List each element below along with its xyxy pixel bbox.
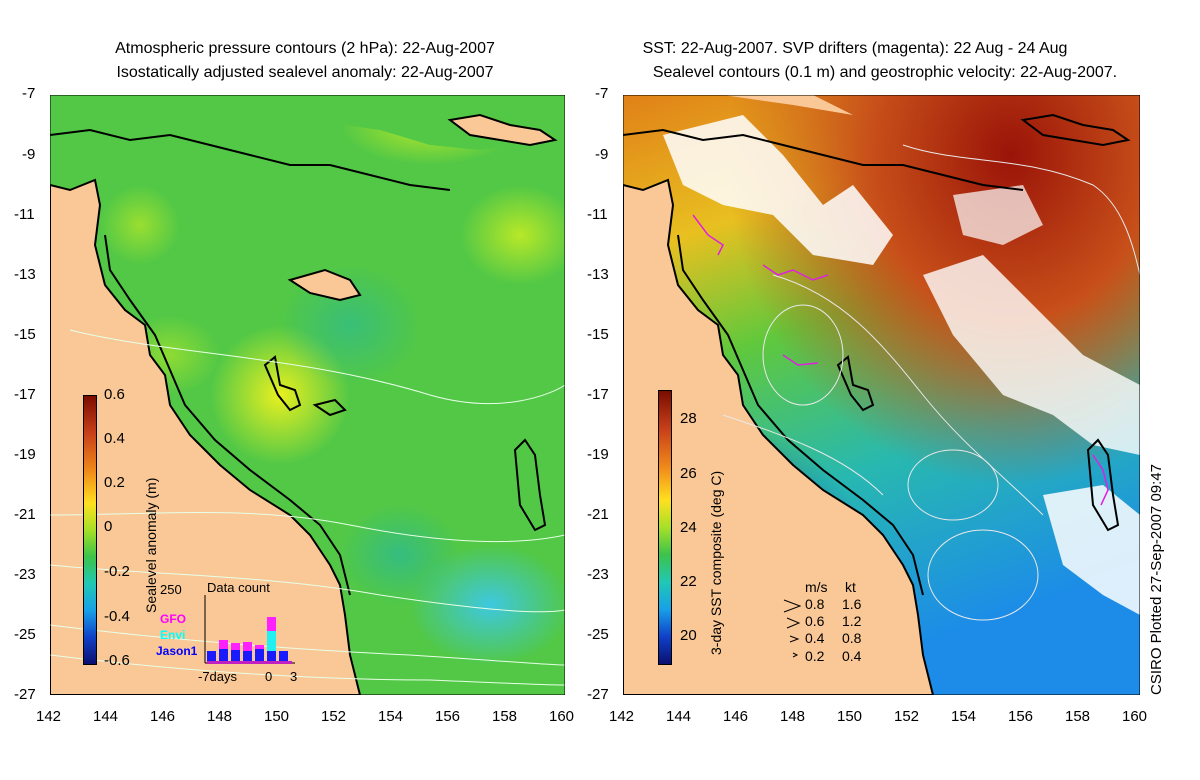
right-title-line2: Sealevel contours (0.1 m) and geostrophi… [652, 64, 1118, 81]
left-lon-tick: 150 [264, 708, 290, 725]
source-gfo: GFO [160, 612, 186, 626]
right-colorbar-label: 3-day SST composite (deg C) [708, 470, 724, 655]
velocity-arrows-icon [783, 599, 802, 658]
right-cb-tick-26: 26 [680, 465, 697, 482]
left-lat-tick: -17 [14, 386, 36, 403]
right-cb-tick-22: 22 [680, 573, 697, 590]
left-cb-tick-6: -0.6 [104, 652, 130, 669]
data-count-xtick-2: 3 [290, 669, 298, 684]
right-lat-tick: -11 [587, 206, 608, 223]
source-jason1: Jason1 [156, 644, 198, 658]
right-lat-tick: -19 [587, 446, 609, 463]
right-lat-tick: -7 [595, 85, 609, 102]
left-lat-tick: -21 [14, 506, 36, 523]
left-lon-tick: 148 [207, 708, 233, 725]
right-lat-tick: -17 [587, 386, 609, 403]
velocity-legend-header-kt: kt [845, 579, 856, 595]
right-cb-tick-28: 28 [680, 410, 697, 427]
left-lon-tick: 160 [549, 708, 575, 725]
left-lat-tick: -23 [14, 566, 36, 583]
velocity-legend-header-ms: m/s [805, 579, 828, 595]
sealevel-anomaly-map [49, 85, 580, 696]
left-lon-tick: 152 [321, 708, 347, 725]
left-lat-tick: -25 [14, 626, 36, 643]
left-cb-tick-0: 0.6 [104, 386, 125, 403]
velocity-legend-ms-1: 0.6 [805, 613, 825, 629]
right-lon-tick: 144 [666, 708, 692, 725]
left-cb-tick-2: 0.2 [104, 474, 125, 491]
left-lat-tick: -9 [22, 146, 36, 163]
velocity-legend-ms-0: 0.8 [805, 596, 825, 612]
velocity-legend-kt-3: 0.4 [842, 648, 862, 664]
left-lon-tick: 158 [492, 708, 518, 725]
right-lon-tick: 146 [723, 708, 749, 725]
left-lat-tick: -15 [14, 326, 36, 343]
right-lat-tick: -25 [587, 626, 609, 643]
left-lon-tick: 154 [378, 708, 404, 725]
source-envi: Envi [160, 628, 186, 642]
right-lon-tick: 158 [1065, 708, 1091, 725]
right-lon-tick: 148 [780, 708, 806, 725]
right-colorbar [658, 390, 672, 665]
right-lon-tick: 150 [837, 708, 863, 725]
velocity-legend-kt-0: 1.6 [842, 596, 862, 612]
data-count-ymax: 250 [160, 582, 182, 597]
left-lon-tick: 146 [150, 708, 176, 725]
data-count-xtick-1: 0 [265, 669, 273, 684]
right-lon-tick: 160 [1122, 708, 1148, 725]
right-lon-tick: 152 [894, 708, 920, 725]
velocity-legend-ms-3: 0.2 [805, 648, 825, 664]
left-cb-tick-1: 0.4 [104, 430, 125, 447]
data-count-xtick-0: -7days [198, 669, 238, 684]
right-lon-tick: 156 [1008, 708, 1034, 725]
left-colorbar-label: Sealevel anomaly (m) [143, 477, 159, 613]
velocity-legend-ms-2: 0.4 [805, 630, 825, 646]
left-cb-tick-3: 0 [104, 518, 113, 535]
left-lat-tick: -7 [22, 85, 36, 102]
left-lat-tick: -27 [14, 686, 36, 703]
right-title-line1: SST: 22-Aug-2007. SVP drifters (magenta)… [642, 40, 1068, 57]
left-colorbar [83, 395, 97, 665]
right-lat-tick: -23 [587, 566, 609, 583]
velocity-legend-kt-2: 0.8 [842, 630, 862, 646]
velocity-legend-kt-1: 1.2 [842, 613, 862, 629]
left-lat-tick: -11 [14, 206, 35, 223]
sst-map [622, 94, 1141, 696]
right-lat-tick: -15 [587, 326, 609, 343]
left-lon-tick: 142 [36, 708, 62, 725]
left-title-line1: Atmospheric pressure contours (2 hPa): 2… [115, 40, 495, 57]
data-count-histogram [203, 595, 298, 665]
left-map [49, 85, 580, 696]
plot-credit: CSIRO Plotted 27-Sep-2007 09:47 [1148, 464, 1165, 695]
left-title-line2: Isostatically adjusted sealevel anomaly:… [116, 64, 494, 81]
data-count-title: Data count [207, 580, 270, 595]
left-cb-tick-4: -0.2 [104, 563, 130, 580]
right-lon-tick: 142 [609, 708, 635, 725]
left-lat-tick: -19 [14, 446, 36, 463]
right-lat-tick: -21 [587, 506, 609, 523]
left-lon-tick: 144 [93, 708, 119, 725]
left-lon-tick: 156 [435, 708, 461, 725]
right-cb-tick-24: 24 [680, 519, 697, 536]
left-cb-tick-5: -0.4 [104, 608, 130, 625]
right-lat-tick: -27 [587, 686, 609, 703]
right-lon-tick: 154 [951, 708, 977, 725]
right-lat-tick: -9 [595, 146, 609, 163]
right-lat-tick: -13 [587, 266, 609, 283]
left-lat-tick: -13 [14, 266, 36, 283]
right-map [622, 94, 1141, 696]
right-cb-tick-20: 20 [680, 627, 697, 644]
